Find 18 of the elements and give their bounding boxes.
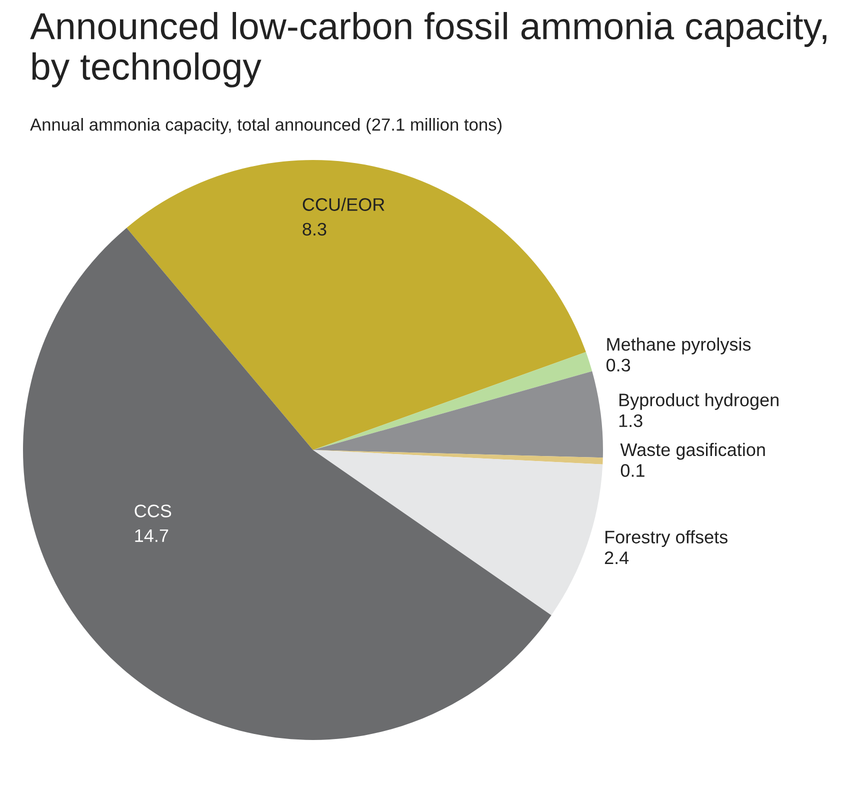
data-label: 1.3 bbox=[619, 414, 642, 428]
data-label: 0.3 bbox=[606, 358, 630, 372]
slice-label: Methane pyrolysis bbox=[607, 337, 751, 354]
pie-slice bbox=[313, 450, 603, 616]
slice-label: Byproduct hydrogen bbox=[620, 393, 778, 410]
slice-label: Waste gasification bbox=[620, 442, 765, 460]
chart-title: Announced low-carbon fossil ammonia capacity, by technology bbox=[30, 12, 826, 88]
data-label: 8.3 bbox=[302, 222, 326, 236]
slice-label: CCS bbox=[134, 504, 172, 518]
pie-slice bbox=[126, 160, 586, 450]
data-label: 0.1 bbox=[620, 464, 644, 477]
chart-subtitle: Annual ammonia capacity, total announced (27.1 million tons) bbox=[30, 118, 502, 134]
pie-slice bbox=[313, 352, 592, 450]
data-label: 2.4 bbox=[604, 551, 629, 564]
slice-label: Forestry offsets bbox=[606, 530, 728, 548]
data-label: 14.7 bbox=[135, 529, 168, 542]
pie-slice bbox=[313, 371, 603, 458]
slice-label: CCU/EOR bbox=[302, 198, 384, 211]
